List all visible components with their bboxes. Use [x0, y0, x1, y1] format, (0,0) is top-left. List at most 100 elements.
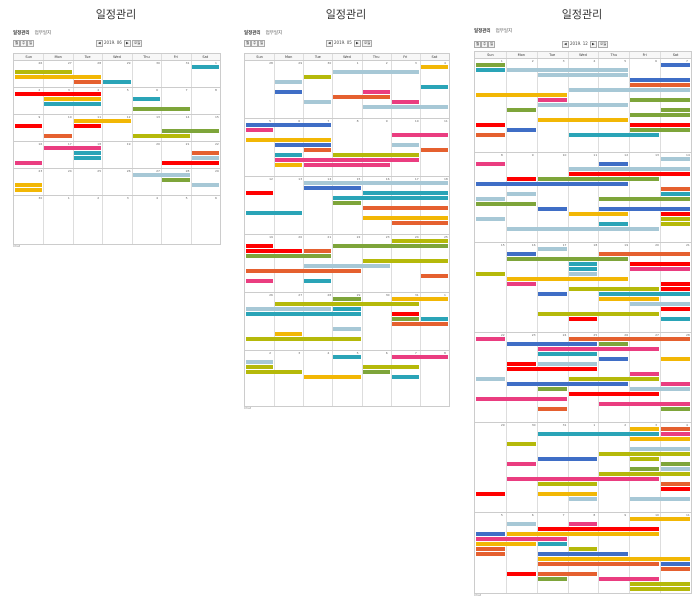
- schedule-event[interactable]: [362, 90, 390, 94]
- schedule-event[interactable]: [391, 239, 448, 243]
- schedule-event[interactable]: [333, 297, 361, 301]
- schedule-event[interactable]: [476, 202, 536, 206]
- view-button[interactable]: 월: [13, 40, 21, 47]
- schedule-event[interactable]: [661, 432, 690, 436]
- view-button[interactable]: 주: [20, 40, 28, 47]
- schedule-event[interactable]: [476, 63, 505, 67]
- schedule-event[interactable]: [537, 312, 660, 316]
- schedule-event[interactable]: [304, 264, 390, 268]
- schedule-event[interactable]: [246, 211, 303, 215]
- schedule-event[interactable]: [476, 123, 505, 127]
- schedule-event[interactable]: [333, 95, 390, 99]
- schedule-event[interactable]: [391, 297, 448, 301]
- schedule-event[interactable]: [661, 157, 690, 161]
- schedule-event[interactable]: [476, 337, 505, 341]
- schedule-event[interactable]: [568, 212, 629, 216]
- schedule-event[interactable]: [506, 522, 536, 526]
- schedule-event[interactable]: [44, 146, 102, 150]
- schedule-event[interactable]: [537, 407, 567, 411]
- schedule-event[interactable]: [506, 382, 629, 386]
- schedule-event[interactable]: [630, 262, 690, 266]
- schedule-event[interactable]: [599, 577, 660, 581]
- next-month-button[interactable]: ▶: [124, 40, 131, 47]
- schedule-event[interactable]: [246, 191, 274, 195]
- schedule-event[interactable]: [304, 75, 332, 79]
- schedule-event[interactable]: [246, 312, 361, 316]
- schedule-event[interactable]: [537, 118, 629, 122]
- schedule-event[interactable]: [275, 158, 419, 162]
- schedule-event[interactable]: [333, 327, 361, 331]
- schedule-event[interactable]: [568, 392, 660, 396]
- schedule-event[interactable]: [333, 244, 448, 248]
- view-button[interactable]: 주: [481, 41, 489, 48]
- schedule-event[interactable]: [362, 370, 390, 374]
- schedule-event[interactable]: [630, 128, 690, 132]
- schedule-event[interactable]: [599, 252, 690, 256]
- schedule-event[interactable]: [506, 227, 660, 231]
- schedule-event[interactable]: [304, 249, 332, 253]
- schedule-event[interactable]: [476, 182, 629, 186]
- schedule-event[interactable]: [537, 352, 598, 356]
- schedule-event[interactable]: [391, 100, 419, 104]
- schedule-event[interactable]: [506, 282, 536, 286]
- schedule-event[interactable]: [599, 162, 629, 166]
- schedule-event[interactable]: [333, 355, 361, 359]
- schedule-event[interactable]: [275, 143, 332, 147]
- schedule-event[interactable]: [506, 177, 536, 181]
- schedule-event[interactable]: [630, 267, 690, 271]
- schedule-event[interactable]: [391, 133, 448, 137]
- schedule-event[interactable]: [73, 80, 102, 84]
- schedule-event[interactable]: [275, 332, 303, 336]
- schedule-event[interactable]: [103, 80, 131, 84]
- schedule-event[interactable]: [599, 342, 629, 346]
- schedule-event[interactable]: [661, 562, 690, 566]
- schedule-event[interactable]: [476, 217, 505, 221]
- schedule-event[interactable]: [73, 156, 102, 160]
- schedule-event[interactable]: [246, 128, 274, 132]
- schedule-event[interactable]: [275, 90, 303, 94]
- schedule-event[interactable]: [630, 98, 690, 102]
- schedule-event[interactable]: [391, 143, 419, 147]
- schedule-event[interactable]: [476, 552, 505, 556]
- schedule-event[interactable]: [537, 387, 567, 391]
- schedule-event[interactable]: [246, 138, 332, 142]
- schedule-event[interactable]: [537, 292, 567, 296]
- schedule-event[interactable]: [599, 402, 690, 406]
- schedule-event[interactable]: [476, 532, 505, 536]
- view-button[interactable]: 주: [251, 40, 259, 47]
- next-month-button[interactable]: ▶: [590, 41, 597, 48]
- schedule-event[interactable]: [391, 317, 419, 321]
- schedule-event[interactable]: [275, 80, 303, 84]
- view-button[interactable]: 일: [27, 40, 35, 47]
- schedule-event[interactable]: [630, 517, 690, 521]
- schedule-event[interactable]: [304, 148, 332, 152]
- schedule-event[interactable]: [162, 129, 219, 133]
- schedule-event[interactable]: [661, 192, 690, 196]
- schedule-event[interactable]: [661, 307, 690, 311]
- next-month-button[interactable]: ▶: [354, 40, 361, 47]
- schedule-event[interactable]: [568, 167, 690, 171]
- schedule-event[interactable]: [661, 407, 690, 411]
- schedule-event[interactable]: [506, 277, 629, 281]
- today-button[interactable]: 오늘: [132, 40, 143, 47]
- schedule-event[interactable]: [132, 173, 190, 177]
- schedule-event[interactable]: [476, 542, 536, 546]
- schedule-event[interactable]: [568, 522, 598, 526]
- schedule-event[interactable]: [568, 337, 690, 341]
- schedule-event[interactable]: [246, 365, 274, 369]
- schedule-event[interactable]: [304, 279, 332, 283]
- schedule-event[interactable]: [568, 317, 598, 321]
- schedule-event[interactable]: [333, 196, 448, 200]
- schedule-event[interactable]: [630, 427, 660, 431]
- schedule-event[interactable]: [420, 148, 448, 152]
- schedule-event[interactable]: [476, 547, 505, 551]
- schedule-event[interactable]: [162, 178, 190, 182]
- schedule-event[interactable]: [391, 312, 419, 316]
- schedule-event[interactable]: [537, 73, 629, 77]
- schedule-event[interactable]: [537, 542, 567, 546]
- schedule-event[interactable]: [630, 83, 690, 87]
- schedule-event[interactable]: [476, 68, 505, 72]
- schedule-event[interactable]: [599, 472, 690, 476]
- schedule-event[interactable]: [304, 100, 332, 104]
- schedule-event[interactable]: [362, 206, 448, 210]
